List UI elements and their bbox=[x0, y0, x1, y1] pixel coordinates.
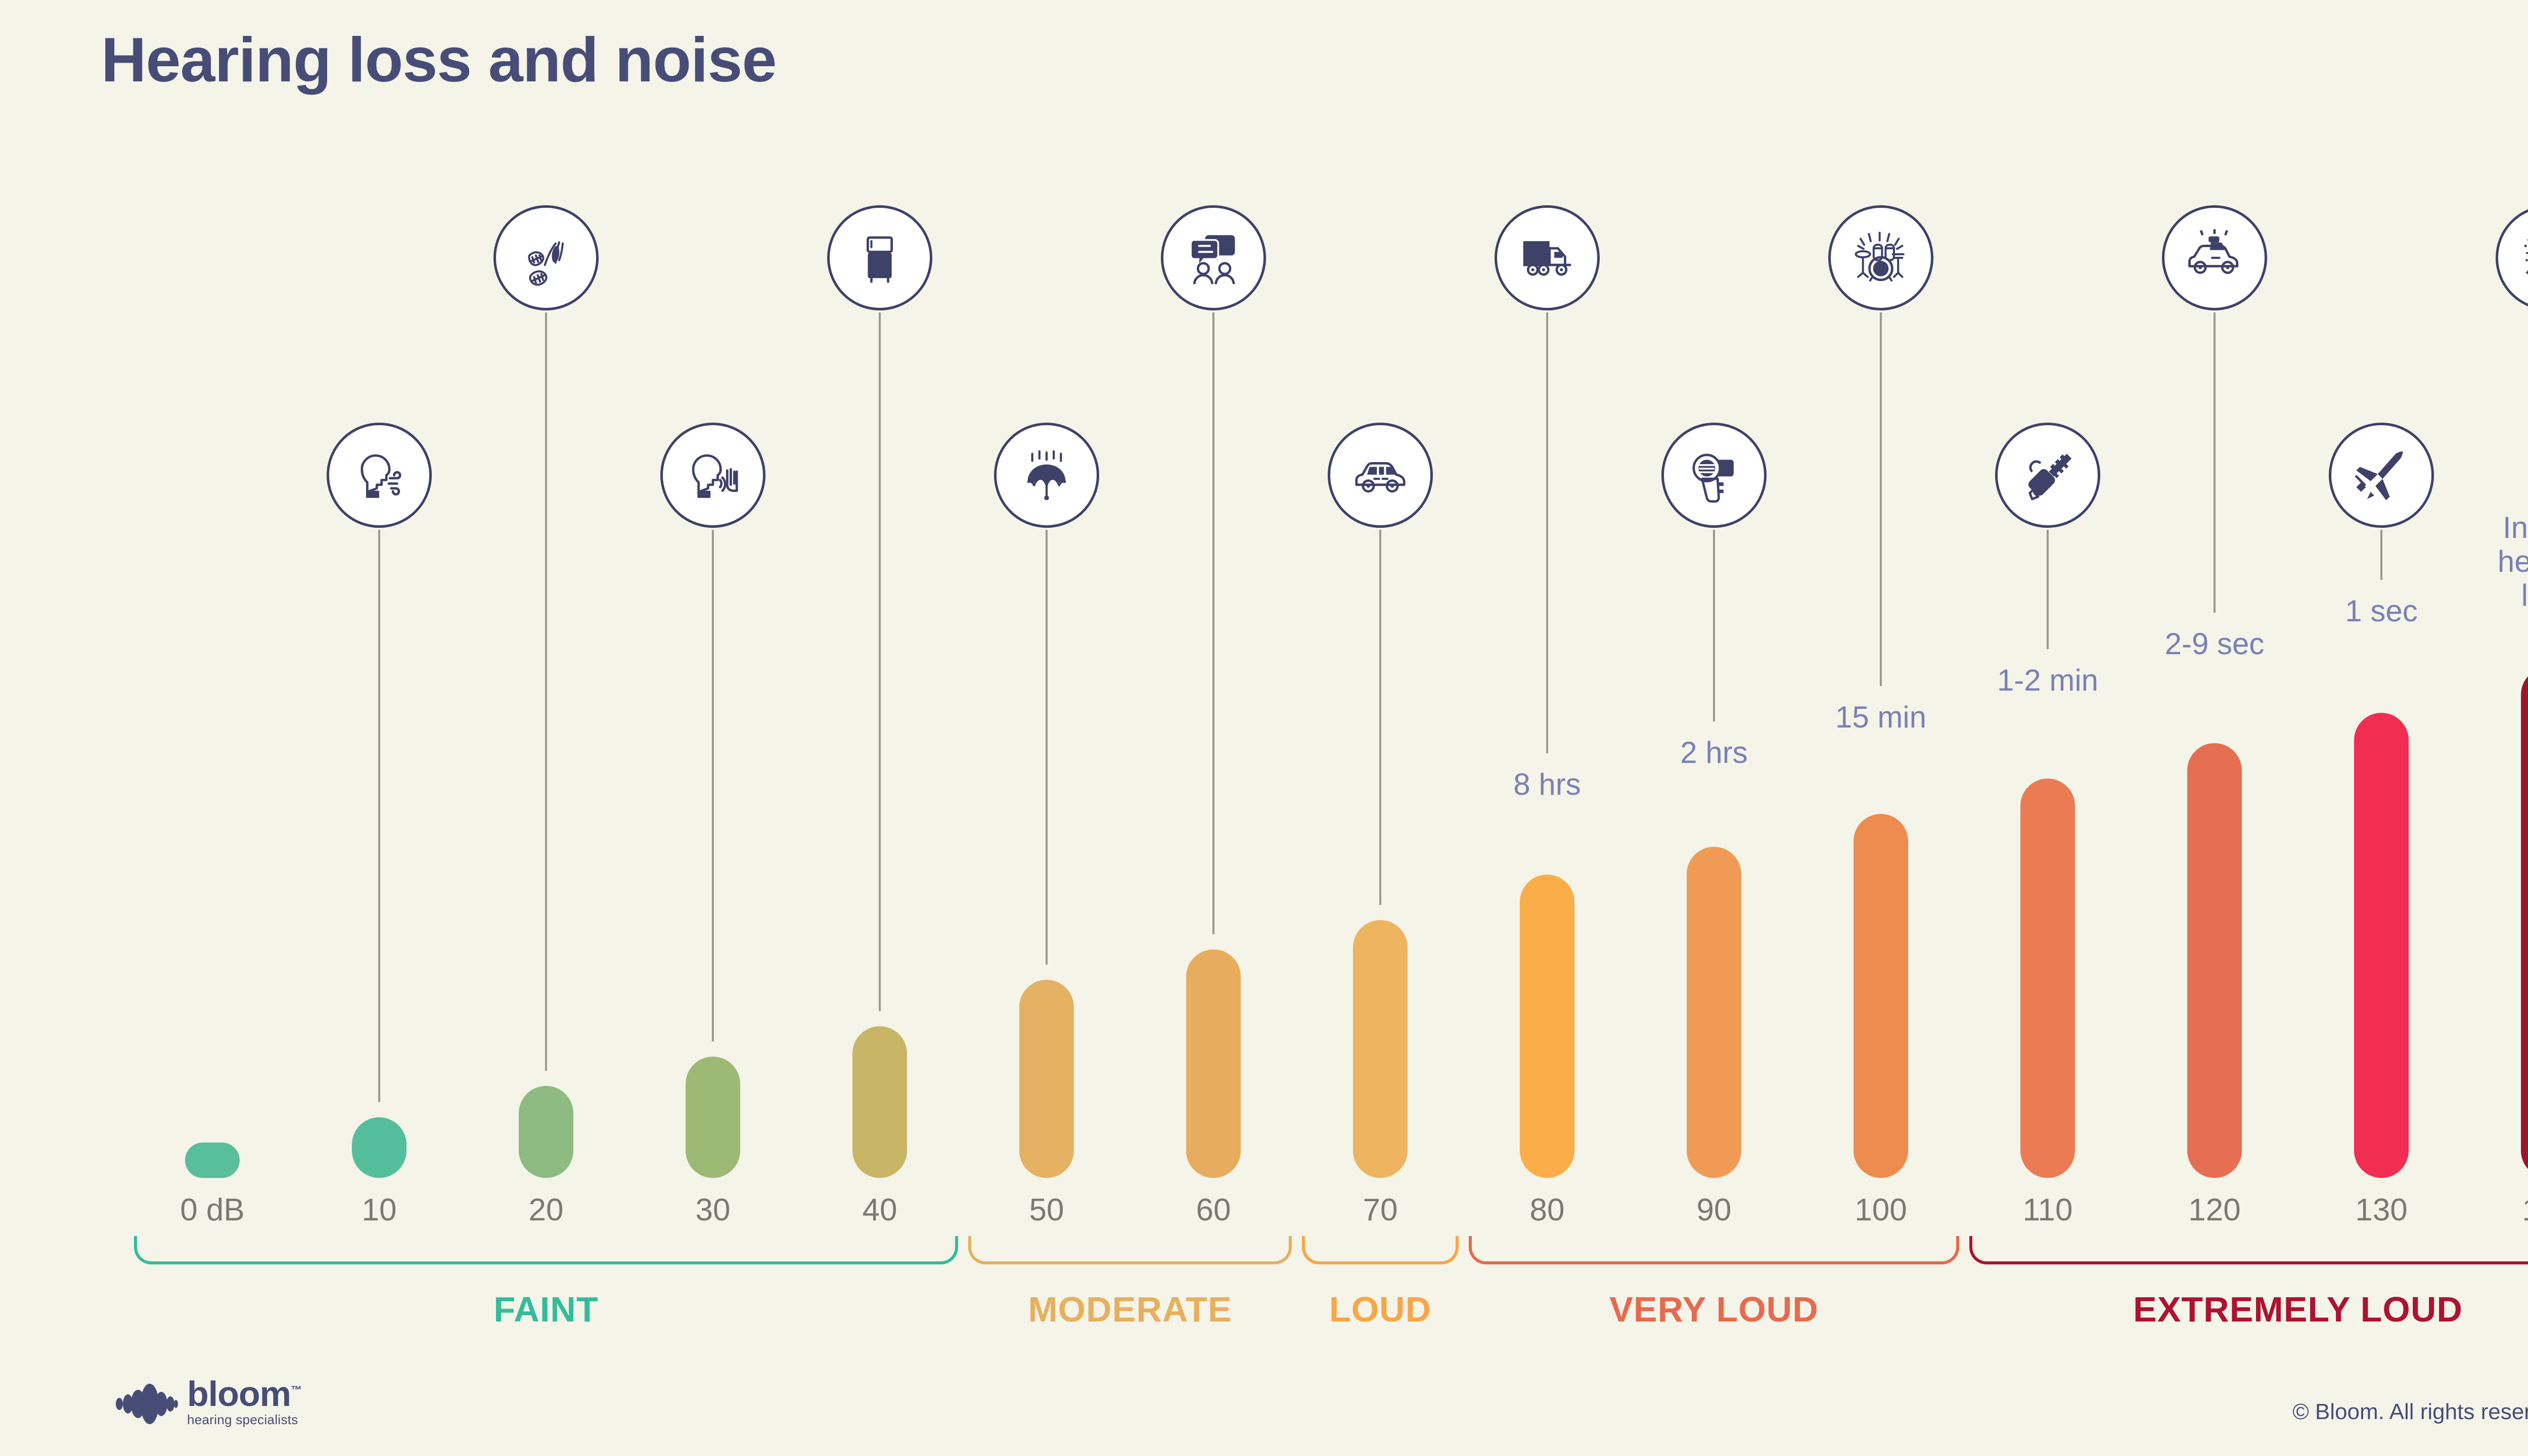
db-tick-label: 100 bbox=[1855, 1193, 1907, 1227]
whisper-icon bbox=[683, 445, 743, 505]
connector-line bbox=[2380, 530, 2382, 580]
rustling-leaves-icon-bubble bbox=[493, 205, 599, 310]
section-label-moderate: MODERATE bbox=[1028, 1290, 1232, 1329]
bar-80 bbox=[1520, 875, 1574, 1178]
connector-line bbox=[1046, 530, 1048, 965]
section-label-very-loud: VERY LOUD bbox=[1609, 1290, 1819, 1329]
connector-line bbox=[1880, 312, 1882, 686]
conversation-icon bbox=[1184, 228, 1243, 288]
fireworks-icon bbox=[2518, 228, 2528, 288]
connector-line bbox=[1546, 312, 1548, 753]
connector-line bbox=[378, 530, 380, 1102]
bar-120 bbox=[2187, 743, 2242, 1178]
db-tick-label: 10 bbox=[362, 1193, 397, 1227]
connector-line bbox=[1379, 530, 1381, 905]
exposure-duration-label: Instanthearingloss bbox=[2497, 511, 2528, 613]
db-tick-label: 110 bbox=[2022, 1193, 2073, 1227]
db-tick-label: 120 bbox=[2188, 1193, 2241, 1227]
rain-umbrella-icon bbox=[1017, 445, 1076, 505]
jet-icon-bubble bbox=[2329, 423, 2434, 528]
police-car-icon bbox=[2185, 228, 2244, 288]
section-bracket-loud bbox=[1302, 1236, 1459, 1264]
truck-icon-bubble bbox=[1495, 205, 1600, 310]
connector-line bbox=[2047, 530, 2049, 649]
refrigerator-icon bbox=[850, 228, 910, 288]
db-tick-label: 20 bbox=[528, 1193, 564, 1227]
bar-140 bbox=[2521, 667, 2528, 1178]
bar-30 bbox=[686, 1057, 740, 1178]
db-tick-label: 40 bbox=[862, 1193, 897, 1227]
hair-dryer-icon-bubble bbox=[1661, 423, 1767, 528]
rain-umbrella-icon-bubble bbox=[994, 423, 1099, 528]
db-tick-label: 130 bbox=[2355, 1193, 2408, 1227]
page-title: Hearing loss and noise bbox=[101, 25, 777, 95]
trademark-symbol: ™ bbox=[290, 1383, 302, 1396]
section-bracket-moderate bbox=[968, 1236, 1292, 1264]
section-bracket-faint bbox=[134, 1236, 958, 1264]
db-tick-label: 60 bbox=[1196, 1193, 1231, 1227]
db-tick-label: 30 bbox=[695, 1193, 731, 1227]
db-tick-label: 70 bbox=[1363, 1193, 1398, 1227]
logo-wordmark: bloom™ bbox=[187, 1374, 302, 1414]
car-icon bbox=[1350, 445, 1410, 505]
db-tick-label: 80 bbox=[1529, 1193, 1565, 1227]
bar-90 bbox=[1687, 847, 1741, 1178]
connector-line bbox=[1713, 530, 1715, 721]
exposure-duration-label: 8 hrs bbox=[1513, 767, 1581, 801]
refrigerator-icon-bubble bbox=[827, 205, 932, 310]
section-bracket-very-loud bbox=[1469, 1236, 1959, 1264]
drums-icon bbox=[1851, 228, 1911, 288]
whisper-icon-bubble bbox=[660, 423, 765, 528]
chainsaw-icon bbox=[2018, 445, 2078, 505]
db-tick-label: 140 bbox=[2472, 1192, 2528, 1228]
db-tick-label: 0 dB bbox=[180, 1193, 245, 1227]
conversation-icon-bubble bbox=[1161, 205, 1266, 310]
exposure-duration-label: 1-2 min bbox=[1997, 663, 2099, 697]
hair-dryer-icon bbox=[1684, 445, 1744, 505]
section-label-extremely-loud: EXTREMELY LOUD bbox=[2133, 1290, 2463, 1329]
police-car-icon-bubble bbox=[2162, 205, 2267, 310]
car-icon-bubble bbox=[1328, 423, 1433, 528]
db-tick-label: 50 bbox=[1029, 1193, 1064, 1227]
drums-icon-bubble bbox=[1828, 205, 1933, 310]
waveform-icon bbox=[116, 1384, 178, 1424]
connector-line bbox=[2214, 312, 2216, 613]
copyright-notice: © Bloom. All rights reserved. bbox=[2292, 1399, 2528, 1424]
bar-0-db bbox=[185, 1143, 240, 1178]
section-label-loud: LOUD bbox=[1329, 1290, 1432, 1329]
bar-10 bbox=[352, 1117, 407, 1178]
jet-icon bbox=[2352, 445, 2411, 505]
bloom-logo: bloom™ hearing specialists bbox=[115, 1374, 302, 1427]
rustling-leaves-icon bbox=[516, 228, 576, 288]
exposure-duration-label: 15 min bbox=[1835, 700, 1927, 734]
section-label-faint: FAINT bbox=[493, 1290, 599, 1329]
bar-70 bbox=[1353, 920, 1408, 1178]
connector-line bbox=[1212, 312, 1214, 934]
db-tick-label: 90 bbox=[1696, 1193, 1732, 1227]
bar-20 bbox=[519, 1086, 573, 1178]
breathing-icon-bubble bbox=[327, 423, 432, 528]
breathing-icon bbox=[349, 445, 409, 505]
bar-100 bbox=[1854, 814, 1908, 1178]
connector-line bbox=[712, 530, 714, 1041]
fireworks-icon-bubble bbox=[2496, 205, 2528, 310]
exposure-duration-label: 2 hrs bbox=[1680, 736, 1748, 769]
bar-130 bbox=[2354, 713, 2409, 1178]
exposure-duration-label: 1 sec bbox=[2345, 594, 2418, 628]
bar-60 bbox=[1186, 949, 1241, 1178]
connector-line bbox=[879, 312, 881, 1011]
exposure-duration-label: 2-9 sec bbox=[2164, 627, 2265, 661]
truck-icon bbox=[1517, 228, 1577, 288]
logo-tagline: hearing specialists bbox=[187, 1412, 298, 1427]
bar-110 bbox=[2020, 779, 2075, 1178]
section-bracket-extremely-loud bbox=[1969, 1236, 2528, 1264]
bar-50 bbox=[1019, 980, 1074, 1178]
chainsaw-icon-bubble bbox=[1995, 423, 2100, 528]
connector-line bbox=[545, 312, 547, 1071]
bar-40 bbox=[852, 1026, 907, 1178]
